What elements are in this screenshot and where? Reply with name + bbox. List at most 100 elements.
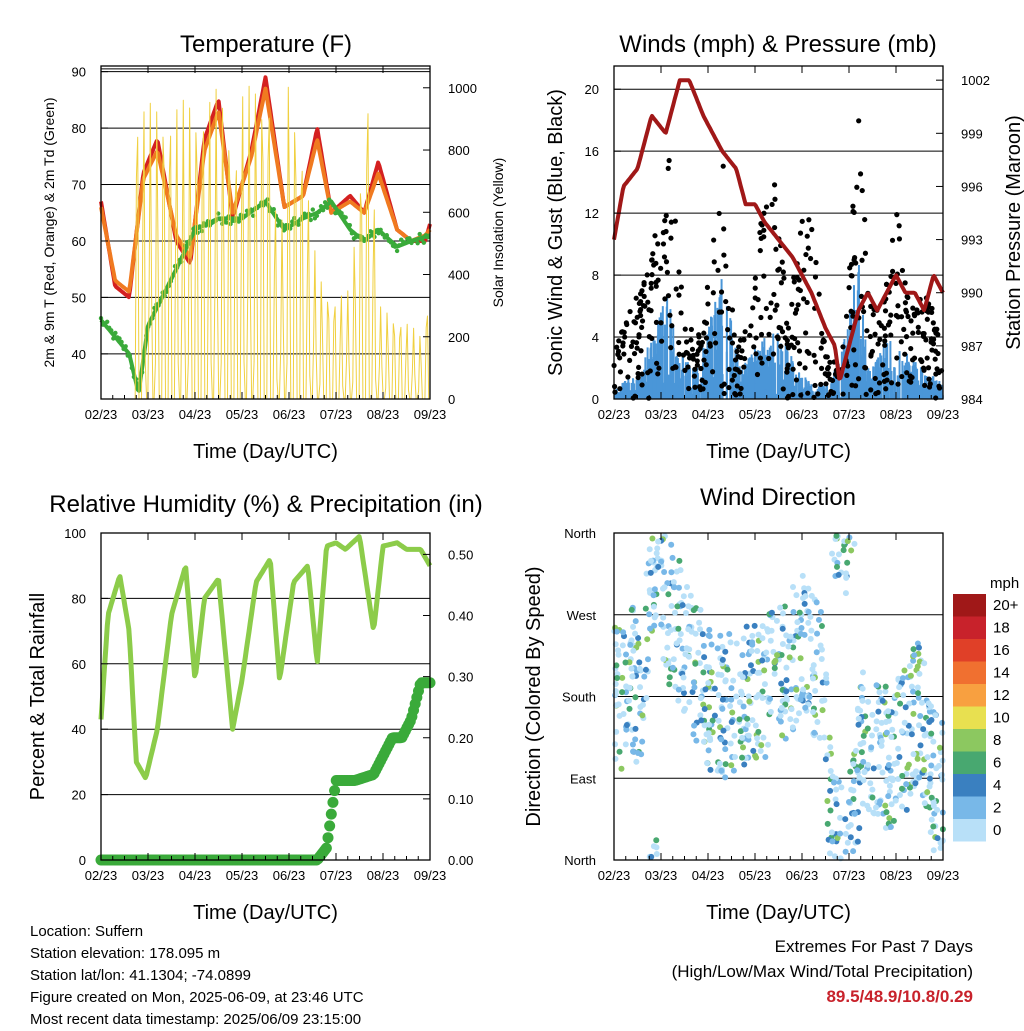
extremes-panel: Extremes For Past 7 Days (High/Low/Max W… (672, 934, 973, 1009)
data-point (864, 725, 871, 732)
data-point (933, 765, 940, 772)
data-point (695, 649, 702, 656)
data-point (939, 719, 946, 726)
data-point (650, 603, 657, 610)
data-point (797, 630, 804, 637)
data-point (778, 343, 784, 349)
data-point (905, 761, 912, 768)
data-point (771, 665, 778, 672)
recent-timestamp: Most recent data timestamp: 2025/06/09 2… (30, 1011, 362, 1028)
data-point (327, 796, 339, 808)
data-point (851, 810, 858, 817)
data-point (902, 704, 909, 711)
data-point (848, 547, 855, 554)
data-point (869, 732, 876, 739)
data-point (793, 307, 800, 313)
data-point (744, 715, 751, 722)
data-point (924, 754, 931, 761)
data-point (676, 269, 682, 275)
data-point (632, 618, 639, 625)
data-point (710, 290, 716, 296)
data-point (886, 717, 893, 724)
data-point (930, 738, 937, 745)
data-point (844, 538, 851, 545)
data-point (779, 610, 786, 617)
data-point (934, 366, 940, 372)
data-point (666, 674, 673, 681)
x-tick-label: 03/23 (645, 407, 678, 422)
data-point (178, 259, 184, 264)
data-point (666, 157, 672, 164)
data-point (798, 624, 805, 631)
data-point (930, 802, 937, 809)
data-point (728, 685, 735, 692)
colorbar-swatch (953, 594, 986, 617)
colorbar-label: 14 (993, 665, 1010, 682)
data-point (704, 760, 711, 767)
data-point (644, 272, 650, 278)
data-point (653, 850, 660, 857)
data-point (688, 337, 694, 343)
colorbar-label: 8 (993, 732, 1001, 749)
data-point (637, 684, 644, 691)
data-point (745, 732, 752, 739)
data-point (905, 294, 911, 301)
data-point (759, 695, 766, 702)
data-point (783, 695, 790, 702)
data-point (925, 365, 932, 371)
data-point (882, 338, 888, 344)
data-point (674, 603, 681, 610)
data-point (797, 287, 803, 294)
data-point (887, 319, 893, 325)
data-point (726, 366, 732, 372)
data-point (896, 236, 903, 242)
data-point (826, 392, 832, 398)
data-point (888, 312, 894, 318)
data-point (804, 233, 810, 239)
data-point (701, 357, 707, 363)
data-point (623, 726, 630, 733)
data-point (909, 771, 916, 778)
data-point (711, 237, 717, 243)
data-point (668, 345, 674, 351)
data-point (875, 708, 882, 715)
data-point (634, 345, 640, 351)
data-point (715, 717, 722, 724)
data-point (771, 670, 778, 677)
colorbar-unit: mph (990, 575, 1019, 592)
x-tick-label: 05/23 (226, 407, 259, 422)
data-point (673, 286, 679, 292)
data-point (636, 665, 643, 672)
data-point (634, 750, 641, 757)
data-point (723, 263, 729, 269)
data-point (926, 783, 933, 790)
data-point (894, 355, 900, 361)
data-point (310, 207, 315, 212)
data-point (793, 717, 800, 724)
data-point (889, 726, 896, 733)
data-point (619, 642, 626, 649)
data-point (852, 747, 859, 754)
data-point (683, 645, 690, 652)
data-point (705, 679, 712, 686)
series-gust (611, 118, 945, 401)
data-point (644, 636, 651, 643)
data-point (908, 345, 914, 352)
data-point (733, 693, 740, 700)
data-point (828, 829, 835, 836)
data-point (819, 707, 826, 714)
data-point (838, 784, 845, 791)
y-tick-label: North (564, 526, 596, 541)
y-tick-label: West (567, 608, 597, 623)
data-point (798, 392, 804, 398)
data-point (790, 609, 797, 616)
data-point (699, 377, 705, 383)
data-point (750, 667, 757, 674)
x-tick-label: 06/23 (786, 868, 819, 883)
data-point (752, 285, 758, 291)
data-point (720, 163, 726, 169)
data-point (729, 709, 736, 716)
data-point (651, 262, 657, 268)
x-tick-label: 02/23 (85, 868, 118, 883)
data-point (870, 765, 877, 772)
